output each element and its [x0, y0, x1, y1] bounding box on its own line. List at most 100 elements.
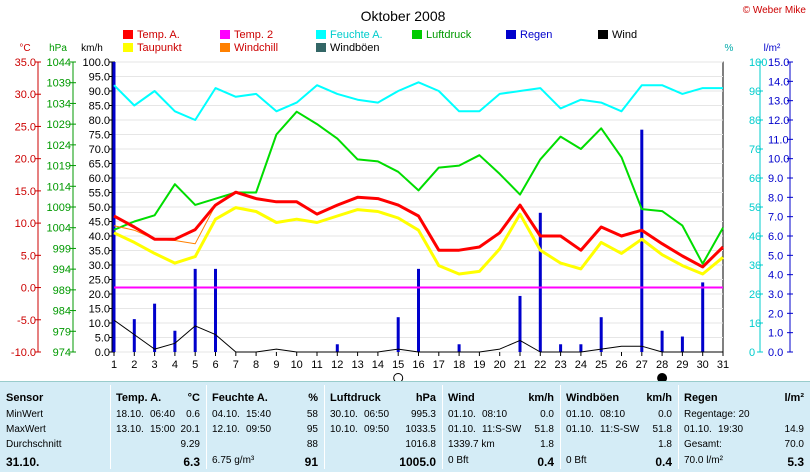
- pressure-tick-label: 1019: [47, 161, 71, 173]
- wind-tick-label: 85.0: [89, 101, 110, 113]
- temp-min-val: 0.6: [186, 409, 200, 420]
- rain-tick-label: 7.0: [768, 212, 783, 224]
- rain-bar: [701, 282, 705, 352]
- pressure-tick-label: 989: [53, 285, 71, 297]
- stats-panel: Sensor MinWert MaxWert Durchschnitt 31.1…: [0, 381, 810, 472]
- hum-max-val: 95: [306, 424, 318, 435]
- humidity-tick-label: 70: [749, 144, 761, 156]
- wind-unit-label: km/h: [81, 43, 103, 54]
- rain-bar: [193, 268, 197, 352]
- rain-tick-label: 2.0: [768, 308, 783, 320]
- hum-max-time: 09:50: [246, 424, 272, 435]
- press-max-time: 09:50: [364, 424, 390, 435]
- x-tick-label: 8: [253, 359, 259, 371]
- wind-tick-label: 10.0: [89, 318, 110, 330]
- press-current: 1005.0: [399, 455, 436, 469]
- temp-max-time: 15:00: [150, 424, 176, 435]
- stats-wind: Wind km/h 01.10. 08:10 0.0 01.10. 11:S-SW 51.…: [442, 382, 560, 472]
- pressure-tick-label: 1009: [47, 202, 71, 214]
- temp-tick-label: -10.0: [11, 347, 36, 359]
- humidity-tick-label: 20: [749, 289, 761, 301]
- wind-avg: 1.8: [540, 439, 554, 450]
- x-tick-label: 12: [331, 359, 343, 371]
- wind-tick-label: 70.0: [89, 144, 110, 156]
- gust-min-date: 01.10.: [566, 409, 594, 420]
- legend-swatch: [220, 43, 230, 52]
- series-temp-a-: [113, 190, 725, 269]
- x-tick-label: 1: [111, 359, 117, 371]
- rain-tick-label: 12.0: [768, 115, 789, 127]
- x-tick-label: 19: [473, 359, 485, 371]
- rain-tick-label: 14.0: [768, 76, 789, 88]
- chart-title: Oktober 2008: [361, 8, 446, 24]
- gust-max-val: 51.8: [652, 424, 672, 435]
- humidity-tick-label: 0: [749, 347, 755, 359]
- rain-unit-label: l/m²: [764, 43, 781, 54]
- temp-tick-label: 35.0: [15, 57, 36, 69]
- rain-tick-label: 1.0: [768, 328, 783, 340]
- humidity-tick-label: 60: [749, 173, 761, 185]
- temp-min-time: 06:40: [150, 409, 176, 420]
- legend-label: Wind: [612, 29, 637, 41]
- legend-label: Luftdruck: [426, 29, 472, 41]
- pressure-unit-label: hPa: [49, 43, 67, 54]
- rain-bar: [335, 344, 339, 352]
- wind-bft: 0 Bft: [448, 455, 469, 466]
- x-tick-label: 16: [412, 359, 424, 371]
- x-tick-label: 15: [392, 359, 404, 371]
- x-tick-label: 30: [697, 359, 709, 371]
- temp-tick-label: 0.0: [21, 283, 36, 295]
- wind-tick-label: 65.0: [89, 159, 110, 171]
- press-title: Luftdruck: [330, 392, 381, 404]
- legend-label: Temp. 2: [234, 29, 273, 41]
- gust-max-time: 11:S-SW: [600, 424, 640, 435]
- rain-title: Regen: [684, 392, 718, 404]
- hum-min-date: 04.10.: [212, 409, 240, 420]
- pressure-tick-label: 984: [53, 306, 71, 318]
- rain-tick-label: 9.0: [768, 173, 783, 185]
- row-avg-label: Durchschnitt: [6, 439, 62, 450]
- rain-days: Regentage: 20: [684, 409, 750, 420]
- x-tick-label: 23: [554, 359, 566, 371]
- row-max-label: MaxWert: [6, 424, 46, 435]
- stats-pressure: Luftdruck hPa 30.10. 06:50 995.3 10.10. 09:5…: [324, 382, 442, 472]
- wind-tick-label: 15.0: [89, 304, 110, 316]
- rain-bar: [559, 344, 563, 352]
- series-feuchte-a-: [113, 81, 723, 121]
- x-tick-label: 2: [131, 359, 137, 371]
- legend-label: Taupunkt: [137, 42, 182, 54]
- x-tick-label: 3: [152, 359, 158, 371]
- press-max-val: 1033.5: [405, 424, 436, 435]
- humidity-unit-label: %: [725, 43, 734, 54]
- temp-tick-label: 30.0: [15, 89, 36, 101]
- wind-max-val: 51.8: [534, 424, 554, 435]
- rain-current: 5.3: [787, 455, 804, 469]
- legend-label: Feuchte A.: [330, 29, 383, 41]
- humidity-tick-label: 40: [749, 231, 761, 243]
- temp-avg: 9.29: [180, 439, 200, 450]
- legend-label: Windchill: [234, 42, 278, 54]
- temp-tick-label: -5.0: [17, 315, 36, 327]
- hum-title: Feuchte A.: [212, 392, 268, 404]
- pressure-tick-label: 1039: [47, 78, 71, 90]
- wind-tick-label: 35.0: [89, 246, 110, 258]
- rain-bar: [538, 212, 542, 352]
- wind-min-val: 0.0: [540, 409, 554, 420]
- row-min-label: MinWert: [6, 409, 44, 420]
- stats-temp: Temp. A. °C 18.10. 06:40 0.6 13.10. 15:00 20.…: [110, 382, 206, 472]
- rain-bar: [680, 336, 684, 352]
- stats-rain: Regen l/m² Regentage: 20 01.10. 19:30 14.9 …: [678, 382, 810, 472]
- rain-bar: [112, 62, 116, 352]
- x-tick-label: 4: [172, 359, 178, 371]
- rain-total: 70.0: [784, 439, 804, 450]
- wind-tick-label: 100.0: [82, 57, 110, 69]
- x-tick-label: 17: [433, 359, 445, 371]
- x-tick-label: 18: [453, 359, 465, 371]
- x-tick-label: 7: [233, 359, 239, 371]
- rain-tick-label: 8.0: [768, 192, 783, 204]
- wind-max-time: 11:S-SW: [482, 424, 522, 435]
- wind-tick-label: 0.0: [95, 347, 110, 359]
- x-tick-label: 21: [514, 359, 526, 371]
- x-tick-label: 28: [656, 359, 668, 371]
- x-tick-label: 10: [291, 359, 303, 371]
